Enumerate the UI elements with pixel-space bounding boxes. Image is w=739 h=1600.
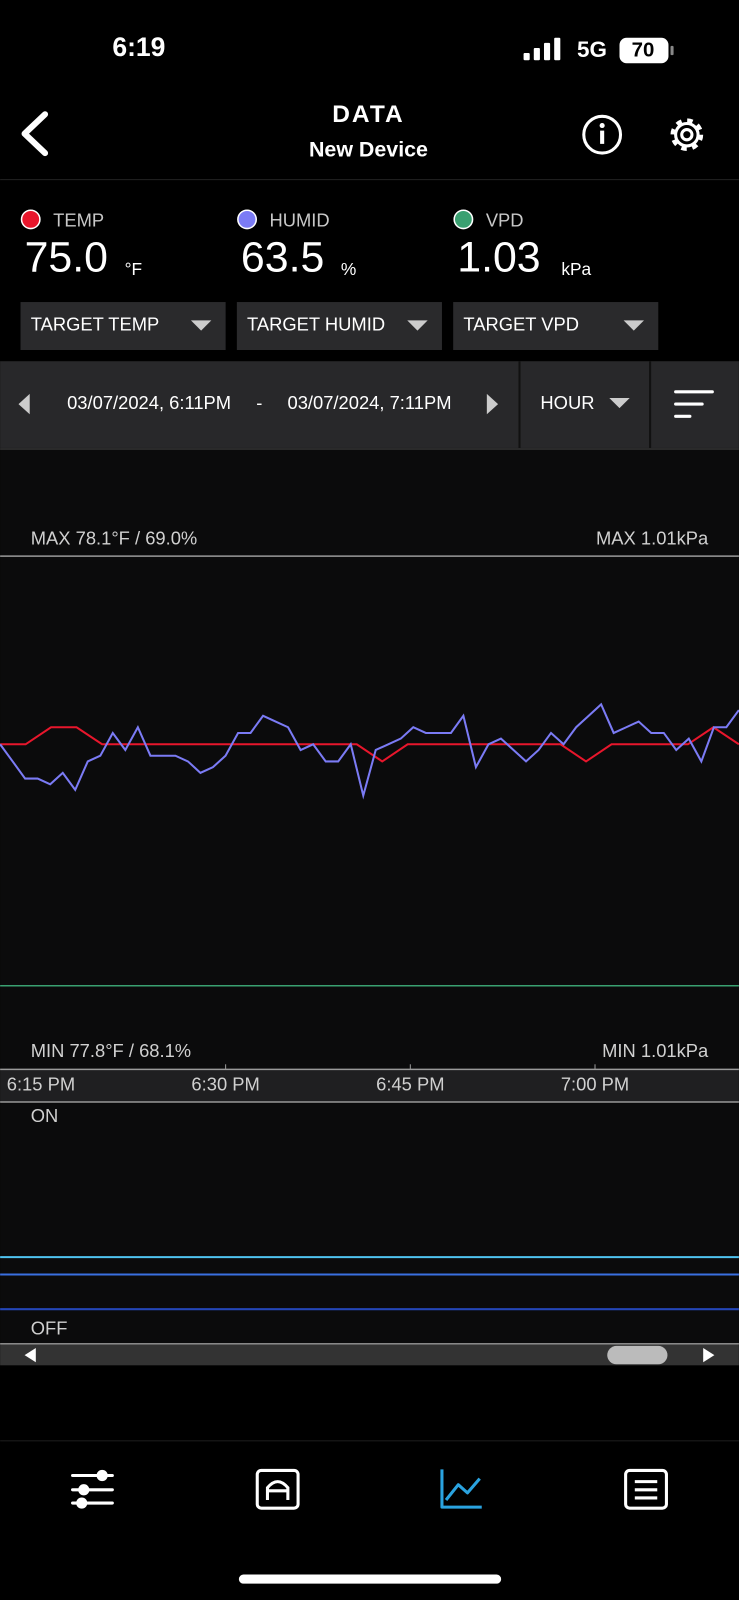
min-left: MIN 77.8°F / 68.1% [31,1040,191,1061]
dropdown-arrow [407,320,428,331]
sort-button[interactable] [674,390,714,418]
reading-unit: % [341,259,356,279]
header-title: DATA [332,101,405,128]
target-box [453,302,659,350]
min-right: MIN 1.01kPa [602,1040,709,1061]
target-label: TARGET VPD [463,313,579,334]
max-left: MAX 78.1°F / 69.0% [31,528,198,549]
interval-select[interactable]: HOUR [540,392,594,413]
reading-label: TEMP [53,209,104,230]
reading-label: VPD [486,209,524,230]
dropdown-arrow [609,397,630,409]
x-tick-label: 6:30 PM [191,1074,259,1095]
x-tick-label: 6:15 PM [7,1074,75,1095]
target-select[interactable]: TARGET HUMID [236,302,442,350]
dropdown-arrow [623,320,644,331]
reading-unit: °F [125,259,143,279]
nav-log[interactable] [624,1468,668,1510]
reading-dot [20,209,41,230]
scroll-left[interactable] [24,1347,36,1363]
home-indicator [238,1574,502,1584]
series-line [0,702,739,800]
reading-unit: kPa [561,259,591,279]
target-label: TARGET TEMP [31,313,160,334]
reading-value: 75.0 [25,234,108,282]
range-bar [0,361,739,448]
reading-value: 1.03 [457,234,540,282]
x-tick-label: 7:00 PM [561,1074,629,1095]
series-line [0,726,739,763]
battery-level: 70 [632,39,655,61]
clock: 6:19 [112,32,165,62]
header-subtitle: New Device [309,138,428,162]
chart-area [0,450,739,1070]
dropdown-arrow [190,320,212,331]
target-label: TARGET HUMID [247,313,385,334]
scroll-thumb[interactable] [607,1345,668,1365]
off-label: OFF [31,1317,68,1338]
prev-button[interactable] [18,393,30,415]
reading-dot [237,209,257,230]
target-box [20,302,226,350]
reading-dot [453,209,474,230]
signal-icon [523,37,561,61]
x-axis-band [0,1069,739,1103]
switch-chart [0,1103,739,1344]
battery-tip [670,45,674,56]
nav-data[interactable] [440,1469,482,1509]
battery-icon [619,37,669,64]
back-button[interactable] [21,111,49,157]
max-right: MAX 1.01kPa [596,528,709,549]
reading-value: 63.5 [241,234,324,282]
settings-button[interactable] [670,118,704,152]
target-box [236,302,442,350]
nav-controls[interactable] [71,1469,114,1509]
readings: TEMP 75.0 °F HUMID 63.5 % VPD 1.03 kPa TARGET TEM… [20,209,659,350]
plot: 6:15 PM 6:30 PM 6:45 PM 7:00 PM [0,702,739,1095]
nav-auto[interactable] [255,1468,300,1510]
target-select[interactable]: TARGET VPD [453,302,659,350]
scrollbar[interactable] [0,1344,739,1366]
reading-label: HUMID [270,209,330,230]
x-tick-label: 6:45 PM [376,1074,444,1095]
next-button[interactable] [486,393,499,415]
range-start: 03/07/2024, 6:11PM [67,392,231,413]
target-select[interactable]: TARGET TEMP [20,302,226,350]
range-separator: - [256,392,262,413]
network: 5G [577,37,607,62]
info-button[interactable] [582,114,623,155]
on-label: ON [31,1105,59,1126]
range-end: 03/07/2024, 7:11PM [288,392,452,413]
scroll-right[interactable] [703,1347,715,1363]
